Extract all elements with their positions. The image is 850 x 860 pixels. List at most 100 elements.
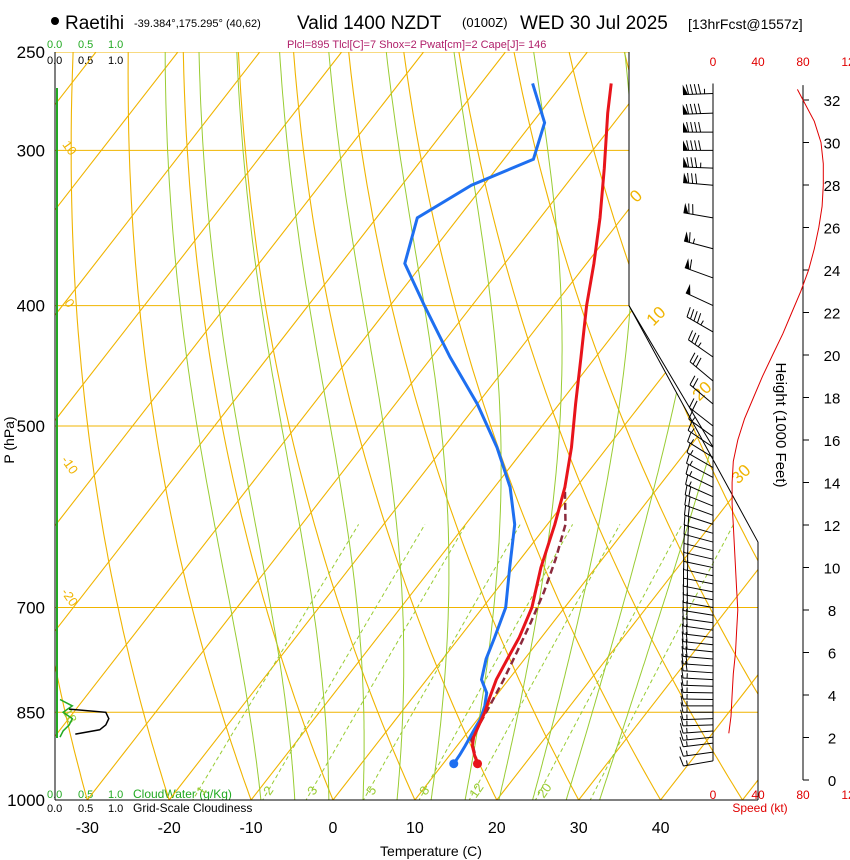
- mixing-ratio-line: [176, 524, 360, 800]
- wind-barb: [681, 631, 714, 646]
- wind-barb-feather: [693, 84, 698, 95]
- isotherm-label: -20: [58, 585, 81, 609]
- wind-barb-staff: [683, 751, 714, 757]
- wind-barb-feather: [683, 504, 687, 516]
- wind-barb: [682, 83, 714, 96]
- wind-barb-feather: [681, 646, 684, 657]
- wind-barb-half-feather: [686, 734, 688, 740]
- temp-tick-label: 0: [329, 820, 338, 837]
- speed-top-tick-label: 40: [751, 55, 765, 69]
- wind-barb-staff: [683, 610, 714, 616]
- wind-barb-staff: [686, 316, 714, 333]
- wind-barb-flag: [683, 157, 689, 168]
- valid-date: WED 30 Jul 2025: [520, 13, 668, 34]
- wind-barb-feather: [680, 715, 684, 727]
- wind-barb-staff: [686, 452, 714, 468]
- wind-barb-feather: [681, 667, 684, 679]
- wind-barb-flag: [683, 122, 688, 133]
- wind-barb-feather: [695, 173, 698, 184]
- dry-adiabat-line: [236, 52, 428, 800]
- wind-barb: [688, 398, 714, 427]
- wind-barb-half-feather: [697, 342, 702, 347]
- height-tick-label: 26: [824, 221, 841, 238]
- temp-tick-label: 10: [406, 820, 424, 837]
- isotherm-line: [55, 52, 261, 800]
- wind-barb-flag: [682, 84, 689, 95]
- wind-barb-feather: [687, 506, 690, 517]
- wind-barb-staff: [683, 551, 714, 560]
- temp-tick-label: -10: [240, 820, 263, 837]
- height-tick-label: 32: [824, 93, 841, 110]
- wind-barb-feather: [687, 172, 690, 184]
- height-tick-label: 6: [828, 646, 836, 663]
- wind-barb: [687, 420, 714, 448]
- y-axis-title: P (hPa): [1, 416, 17, 463]
- wind-barb: [683, 140, 713, 151]
- wind-barb-feather: [686, 442, 691, 453]
- wind-barb: [686, 453, 714, 478]
- height-tick-label: 0: [828, 773, 836, 790]
- wind-barb-feather: [680, 709, 684, 720]
- height-tick-label: 22: [824, 306, 841, 323]
- cloudwater-label: CloudWater (g/Kg): [133, 787, 232, 801]
- wind-barb-half-feather: [689, 471, 693, 476]
- wind-barb-feather: [687, 515, 690, 527]
- wind-barb: [682, 103, 714, 115]
- wind-barb-flag: [682, 104, 689, 115]
- wind-barb-staff: [683, 677, 714, 681]
- wind-barb-staff: [683, 594, 714, 601]
- mixing-ratio-line: [521, 524, 683, 800]
- wind-barb-feather: [688, 398, 695, 408]
- isotherm-line: [55, 52, 424, 800]
- pressure-tick-label: 1000: [7, 791, 45, 810]
- wind-barb: [689, 352, 714, 382]
- wind-barb: [681, 660, 714, 674]
- wind-barb-feather: [679, 746, 684, 757]
- mixing-ratio-label: 20: [534, 780, 555, 800]
- wind-barb: [685, 283, 714, 307]
- wind-barb: [681, 653, 714, 667]
- wind-barb-feather: [687, 420, 693, 431]
- wind-barb-feather: [685, 653, 688, 665]
- speed-bottom-tick-label: 40: [751, 788, 765, 802]
- wind-barb-staff: [683, 670, 714, 674]
- wind-barb-feather: [682, 608, 684, 619]
- wind-barb-feather: [685, 103, 690, 115]
- height-tick-label: 10: [824, 561, 841, 578]
- forecast-info: [13hrFcst@1557z]: [688, 16, 803, 32]
- cloudiness-bottom-tick-2: 1.0: [108, 803, 123, 815]
- wind-barb-feather: [689, 352, 696, 362]
- wind-barb: [687, 330, 714, 358]
- dry-adiabat-line: [70, 52, 179, 800]
- wind-barb-feather: [684, 484, 688, 495]
- dry-adiabat-line: [182, 52, 345, 800]
- wind-barb-half-feather: [689, 460, 693, 466]
- wind-barb: [683, 504, 714, 525]
- wind-barb: [684, 484, 714, 507]
- wind-barb: [683, 202, 714, 219]
- wind-barb-feather: [689, 259, 693, 270]
- wind-barb-staff: [683, 641, 714, 646]
- cloudwater-bottom-tick-2: 1.0: [108, 789, 123, 801]
- wind-barb: [689, 375, 714, 405]
- wind-barb-feather: [693, 311, 698, 322]
- wind-barb: [680, 715, 714, 727]
- cloudiness-top-tick-2: 1.0: [108, 55, 123, 67]
- wind-barb-staff: [687, 429, 714, 448]
- isotherm-label: 0: [61, 296, 77, 311]
- wind-barb-feather: [689, 375, 696, 385]
- wind-barb-feather: [686, 157, 690, 168]
- wind-barb: [684, 258, 714, 279]
- wind-barb: [683, 524, 714, 543]
- mixing-ratio-line: [290, 524, 467, 800]
- dry-adiabat-line: [618, 52, 758, 800]
- wind-barb-staff: [689, 361, 714, 382]
- wind-barb-staff: [686, 462, 714, 478]
- wind-barb-staff: [688, 339, 714, 358]
- wind-barb: [679, 746, 714, 757]
- wind-barb-staff: [683, 648, 714, 653]
- speed-bottom-tick-label: 0: [710, 788, 717, 802]
- dry-adiabat-label: 10: [643, 303, 670, 330]
- wind-barb-feather: [698, 140, 702, 151]
- mixing-ratio-label: 3: [304, 783, 320, 798]
